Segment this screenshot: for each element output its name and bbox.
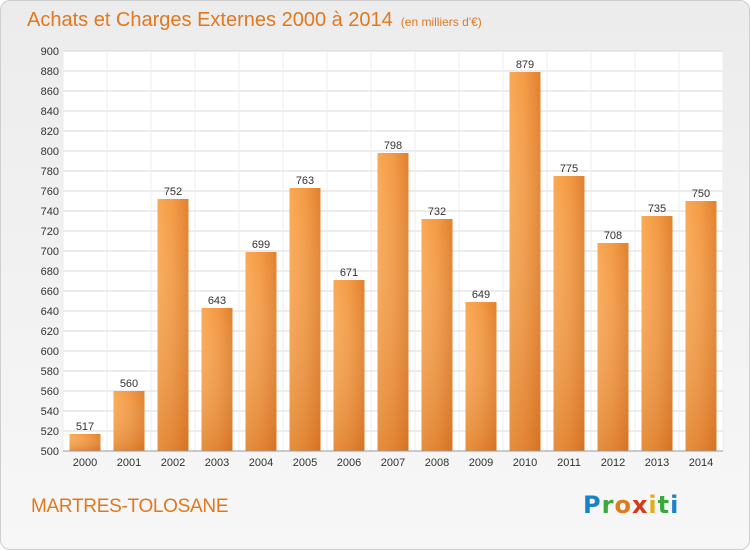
- x-tick-label: 2003: [205, 457, 229, 469]
- y-axis: 500 520 540 560 580 600 620 640 660 680 700 720 740 7…: [41, 46, 59, 458]
- y-tick-label: 800: [41, 146, 59, 158]
- bar-shade: [377, 153, 409, 451]
- chart-unit: (en milliers d'€): [400, 15, 482, 29]
- bar-shade: [333, 280, 365, 451]
- bar-shade: [113, 391, 145, 451]
- y-tick-label: 580: [41, 366, 59, 378]
- bar-value-label: 649: [472, 289, 490, 301]
- x-tick-label: 2002: [161, 457, 185, 469]
- bar-value-label: 735: [648, 203, 666, 215]
- y-tick-label: 860: [41, 86, 59, 98]
- y-tick-label: 900: [41, 46, 59, 58]
- bar-value-label: 699: [252, 239, 270, 251]
- bar-value-label: 560: [120, 378, 138, 390]
- bar-shade: [553, 176, 585, 451]
- x-tick-label: 2004: [249, 457, 273, 469]
- y-tick-label: 500: [41, 446, 59, 458]
- y-tick-label: 740: [41, 206, 59, 218]
- y-tick-label: 840: [41, 106, 59, 118]
- bar-shade: [421, 219, 453, 451]
- x-tick-label: 2007: [381, 457, 405, 469]
- bar-value-label: 517: [76, 421, 94, 433]
- x-tick-label: 2013: [645, 457, 669, 469]
- y-tick-label: 780: [41, 166, 59, 178]
- y-tick-label: 700: [41, 246, 59, 258]
- bar-shade: [201, 308, 233, 451]
- bar-value-label: 750: [692, 188, 710, 200]
- x-tick-label: 2005: [293, 457, 317, 469]
- chart-title-text: Achats et Charges Externes 2000 à 2014: [27, 9, 393, 31]
- bar-shade: [641, 216, 673, 451]
- y-tick-label: 760: [41, 186, 59, 198]
- x-tick-label: 2001: [117, 457, 141, 469]
- bar-value-label: 879: [516, 59, 534, 71]
- y-tick-label: 600: [41, 346, 59, 358]
- bars: [69, 72, 717, 451]
- x-tick-label: 2011: [557, 457, 581, 469]
- proxiti-logo[interactable]: Proxiti: [583, 491, 680, 519]
- y-tick-label: 680: [41, 266, 59, 278]
- y-tick-label: 540: [41, 406, 59, 418]
- bar-shade: [465, 302, 497, 451]
- bar-value-label: 708: [604, 230, 622, 242]
- x-tick-label: 2008: [425, 457, 449, 469]
- y-tick-label: 880: [41, 66, 59, 78]
- x-axis: 2000 2001 2002 2003 2004 2005 2006 2007 2008 2009…: [63, 450, 723, 469]
- bar-value-label: 752: [164, 186, 182, 198]
- bar-value-label: 732: [428, 206, 446, 218]
- y-tick-label: 640: [41, 306, 59, 318]
- bar-value-label: 775: [560, 163, 578, 175]
- bar-shade: [597, 243, 629, 451]
- y-tick-label: 560: [41, 386, 59, 398]
- y-tick-label: 660: [41, 286, 59, 298]
- x-tick-label: 2012: [601, 457, 625, 469]
- data-labels: 517 560 752 643 699 763 671 798 732 649 879 775 708 7…: [76, 59, 710, 433]
- bar-shade: [157, 199, 189, 451]
- y-tick-label: 720: [41, 226, 59, 238]
- y-tick-label: 620: [41, 326, 59, 338]
- bar-shade: [509, 72, 541, 451]
- bar-value-label: 671: [340, 267, 358, 279]
- bar-shade: [289, 188, 321, 451]
- x-tick-label: 2000: [73, 457, 97, 469]
- town-name: MARTRES-TOLOSANE: [31, 496, 229, 517]
- x-tick-label: 2009: [469, 457, 493, 469]
- y-tick-label: 820: [41, 126, 59, 138]
- x-tick-label: 2010: [513, 457, 537, 469]
- x-tick-label: 2014: [689, 457, 713, 469]
- y-tick-label: 520: [41, 426, 59, 438]
- bar-shade: [69, 434, 101, 451]
- chart-title: Achats et Charges Externes 2000 à 2014 (e…: [27, 9, 482, 32]
- bar-value-label: 798: [384, 140, 402, 152]
- x-tick-label: 2006: [337, 457, 361, 469]
- bar-value-label: 643: [208, 295, 226, 307]
- bar-shade: [245, 252, 277, 451]
- bar-value-label: 763: [296, 175, 314, 187]
- bar-shade: [685, 201, 717, 451]
